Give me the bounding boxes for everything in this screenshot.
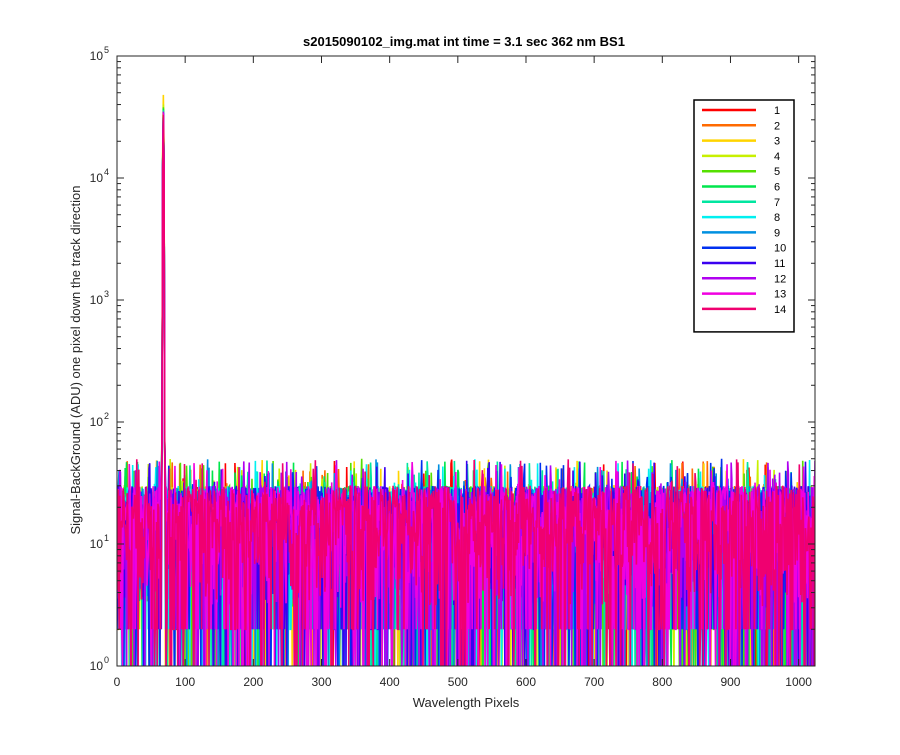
- y-tick-exponent: 4: [104, 167, 109, 177]
- y-tick-label: 10: [90, 659, 104, 673]
- y-tick-label: 10: [90, 49, 104, 63]
- legend-label-10: 10: [774, 243, 786, 255]
- x-tick-label: 600: [516, 675, 536, 689]
- chart-title: s2015090102_img.mat int time = 3.1 sec 3…: [303, 34, 625, 49]
- y-tick-label: 10: [90, 537, 104, 551]
- x-tick-label: 700: [584, 675, 604, 689]
- x-tick-label: 1000: [785, 675, 812, 689]
- y-tick-exponent: 3: [104, 289, 109, 299]
- x-tick-label: 900: [720, 675, 740, 689]
- legend-label-1: 1: [774, 105, 780, 117]
- x-tick-label: 500: [448, 675, 468, 689]
- legend-label-6: 6: [774, 182, 780, 194]
- legend-label-11: 11: [774, 258, 785, 270]
- y-tick-exponent: 2: [104, 411, 109, 421]
- y-tick-exponent: 1: [104, 533, 109, 543]
- legend-label-7: 7: [774, 197, 780, 209]
- legend-label-4: 4: [774, 151, 780, 163]
- x-axis-label: Wavelength Pixels: [413, 695, 520, 710]
- y-tick-label: 10: [90, 415, 104, 429]
- legend-label-2: 2: [774, 120, 780, 132]
- legend-label-14: 14: [774, 304, 786, 316]
- y-tick-label: 10: [90, 171, 104, 185]
- series-line-14: [117, 114, 815, 666]
- series-lines: [117, 94, 815, 666]
- legend-label-3: 3: [774, 136, 780, 148]
- legend-label-12: 12: [774, 273, 786, 285]
- y-tick-label: 10: [90, 293, 104, 307]
- x-tick-label: 400: [380, 675, 400, 689]
- legend-label-8: 8: [774, 212, 780, 224]
- y-tick-exponent: 5: [104, 45, 109, 55]
- y-tick-exponent: 0: [104, 655, 109, 665]
- x-tick-label: 200: [243, 675, 263, 689]
- legend-label-9: 9: [774, 227, 780, 239]
- x-tick-label: 300: [311, 675, 331, 689]
- x-tick-label: 100: [175, 675, 195, 689]
- x-tick-label: 800: [652, 675, 672, 689]
- y-axis-label: Signal-BackGround (ADU) one pixel down t…: [68, 185, 83, 534]
- legend-label-5: 5: [774, 166, 780, 178]
- legend-label-13: 13: [774, 289, 786, 301]
- axes-box: [116, 55, 816, 667]
- x-tick-label: 0: [114, 675, 121, 689]
